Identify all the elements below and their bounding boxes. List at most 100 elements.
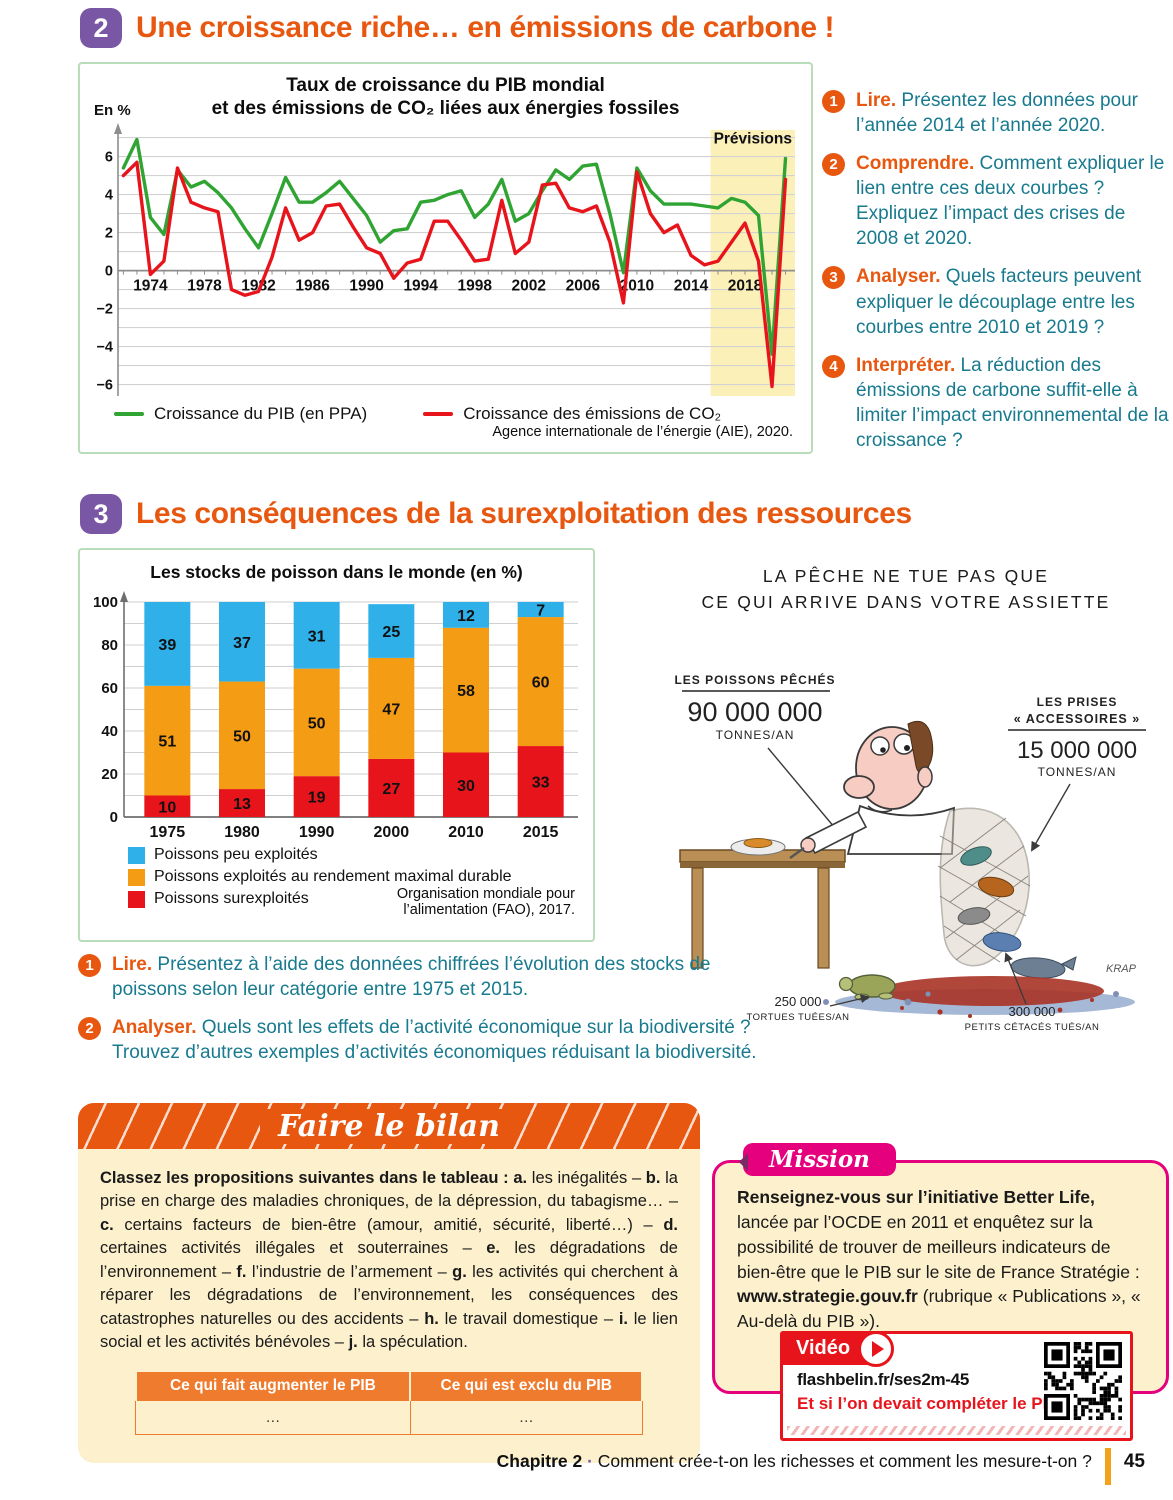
svg-text:100: 100	[93, 594, 118, 611]
bycatch-fish	[982, 932, 1022, 952]
question-2: 2 Analyser. Quels sont les effets de l’a…	[78, 1015, 768, 1065]
bilan-item-text: les dégradations de l’environnement	[100, 1239, 678, 1281]
table-header-increase-gdp: Ce qui fait augmenter le PIB	[134, 1370, 412, 1401]
bilan-item-key: c.	[100, 1215, 114, 1234]
line-chart: −6 −4 −2 0 2 4 6 1974 1978 1982 1986 1990 1994 1998 20…	[96, 123, 795, 396]
question-number: 1	[78, 954, 101, 977]
man-nose	[843, 775, 875, 799]
gdp-co2-chart-box: Taux de croissance du PIB mondial et des…	[78, 62, 813, 454]
bilan-item-text: l’industrie de l’armement	[246, 1262, 433, 1281]
man-shirt	[846, 804, 955, 855]
qr-code	[1044, 1342, 1122, 1420]
legend-item-overexploited: Poissons surexploités	[128, 890, 512, 908]
question-number: 4	[822, 354, 845, 378]
svg-text:60: 60	[101, 680, 118, 697]
svg-text:0: 0	[105, 264, 113, 280]
pointer-line	[767, 747, 841, 835]
bycatch-unit: TONNES/AN	[1038, 765, 1117, 779]
svg-text:20: 20	[101, 766, 118, 783]
svg-text:1982: 1982	[241, 278, 275, 295]
question-number: 3	[822, 266, 845, 290]
bycatch-value: 15 000 000	[1017, 737, 1137, 764]
red-swatch	[128, 890, 145, 908]
man-hand	[800, 837, 816, 853]
cartoon-title-line2: CE QUI ARRIVE DANS VOTRE ASSIETTE	[701, 592, 1110, 612]
caught-fish-unit: TONNES/AN	[716, 728, 795, 742]
svg-text:2015: 2015	[523, 824, 559, 841]
svg-text:51: 51	[158, 734, 176, 751]
mission-tab: Mission	[739, 1143, 896, 1176]
stacked-bar-chart: 0 20 40 60 80 100 10 51 39 1975 13 50 37 1980 19 50 31 19…	[93, 591, 578, 841]
svg-text:Prévisions: Prévisions	[714, 130, 792, 147]
table-header-excluded-gdp: Ce qui est exclu du PIB	[409, 1370, 644, 1401]
svg-text:−6: −6	[96, 378, 113, 394]
bycatch-label1: LES PRISES	[1037, 695, 1118, 709]
bilan-item-text: les inégalités	[527, 1169, 628, 1187]
section-2-header: 2 Une croissance riche… en émissions de …	[80, 8, 835, 48]
table-cell: …	[409, 1400, 643, 1436]
svg-text:12: 12	[457, 608, 475, 625]
pointer-arrow	[829, 994, 870, 1007]
pointer-arrow	[1031, 783, 1071, 852]
pupil	[880, 747, 886, 753]
doc2-questions: 1 Lire. Présentez les données pour l’ann…	[822, 88, 1170, 453]
svg-text:39: 39	[158, 637, 176, 654]
mission-text: Renseignez-vous sur l’initiative Better …	[737, 1187, 1141, 1332]
turtle	[838, 974, 896, 1001]
fish-stocks-chart-box: Les stocks de poisson dans le monde (en …	[78, 548, 595, 942]
video-stripes	[787, 1426, 1126, 1435]
caught-fish-value: 90 000 000	[687, 697, 822, 727]
question-1: 1 Lire. Présentez à l’aide des données c…	[78, 952, 768, 1002]
svg-text:1990: 1990	[349, 278, 383, 295]
doc3-questions: 1 Lire. Présentez à l’aide des données c…	[78, 952, 768, 1065]
question-number: 1	[822, 90, 845, 113]
section-3-header: 3 Les conséquences de la surexploitation…	[80, 494, 912, 534]
bilan-banner: Faire le bilan	[78, 1103, 700, 1149]
svg-text:1978: 1978	[187, 278, 222, 295]
svg-text:7: 7	[536, 603, 545, 620]
video-caption: Et si l’on devait compléter le PIB ?	[797, 1394, 1075, 1413]
legend-item-underexploited: Poissons peu exploités	[128, 846, 512, 864]
svg-text:0: 0	[110, 809, 118, 826]
orange-swatch	[128, 868, 145, 886]
svg-text:33: 33	[532, 775, 550, 792]
cetaceans-value: 300 000	[1009, 1004, 1056, 1019]
svg-text:1994: 1994	[403, 278, 438, 295]
bilan-item-text: le lien social et les activités bénévole…	[100, 1309, 678, 1351]
svg-text:50: 50	[233, 728, 251, 745]
turtles-value: 250 000	[775, 994, 822, 1009]
svg-text:2006: 2006	[566, 278, 601, 295]
cartoon-title-line1: LA PÊCHE NE TUE PAS QUE	[763, 566, 1049, 586]
y-axis-unit-label: En %	[94, 102, 131, 119]
svg-text:31: 31	[308, 628, 326, 645]
pupil	[904, 745, 910, 751]
blue-swatch	[128, 846, 145, 864]
svg-text:19: 19	[308, 790, 326, 807]
bilan-item-text: la prise en charge des maladies chroniqu…	[100, 1169, 678, 1211]
bilan-item-key: b.	[645, 1169, 661, 1187]
bilan-item-key: h.	[424, 1309, 439, 1328]
svg-text:2002: 2002	[512, 278, 546, 295]
video-box: Vidéo flashbelin.fr/ses2m-45 Et si l’on …	[780, 1331, 1133, 1441]
bilan-section: Faire le bilan Classez les propositions …	[78, 1103, 700, 1463]
bilan-body: Classez les propositions suivantes dans …	[78, 1149, 700, 1463]
bilan-item-key: d.	[663, 1215, 678, 1234]
bilan-instructions: Classez les propositions suivantes dans …	[100, 1169, 679, 1351]
question-number: 2	[78, 1017, 101, 1041]
legend-item-pib: Croissance du PIB (en PPA)	[114, 404, 367, 424]
fork	[789, 847, 805, 859]
legend-item-max-sustainable: Poissons exploités au rendement maximal …	[128, 868, 512, 886]
line-chart-legend: Croissance du PIB (en PPA) Croissance de…	[114, 404, 793, 424]
pointer-arrow	[1004, 952, 1027, 1005]
table-edge	[680, 862, 845, 868]
svg-text:6: 6	[105, 150, 113, 166]
bar-chart-legend: Poissons peu exploités Poissons exploité…	[128, 846, 512, 908]
blood-drops	[900, 998, 1094, 1018]
bycatch-fish	[957, 907, 991, 925]
footer-accent-bar	[1104, 1448, 1111, 1485]
svg-text:1974: 1974	[133, 278, 168, 295]
man-ear	[917, 766, 933, 788]
video-url: flashbelin.fr/ses2m-45	[797, 1370, 969, 1389]
bilan-item-text: la spéculation.	[357, 1332, 468, 1351]
bilan-item-key: f.	[236, 1262, 247, 1281]
